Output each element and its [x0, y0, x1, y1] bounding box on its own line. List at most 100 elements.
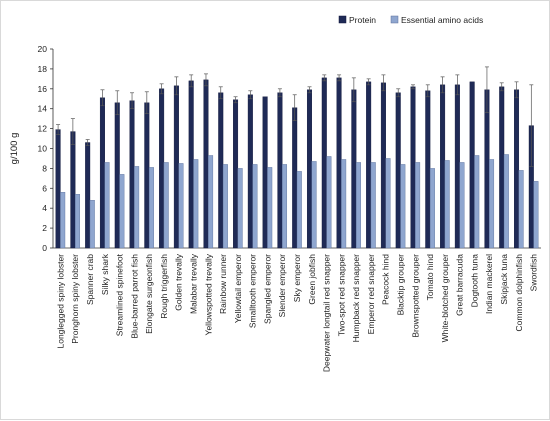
- bar-essential-amino-acids: [119, 174, 125, 249]
- bar-protein: [321, 77, 327, 249]
- x-category-label: Blacktip grouper: [396, 254, 406, 316]
- bar-series: [55, 77, 539, 249]
- x-category-label: Indian mackerel: [484, 254, 494, 314]
- legend: Protein Essential amino acids: [338, 15, 483, 25]
- bar-protein: [380, 82, 386, 249]
- bar-essential-amino-acids: [400, 164, 406, 249]
- x-category-label: Yellowspotted trevally: [203, 253, 213, 335]
- bar-essential-amino-acids: [415, 162, 421, 249]
- bar-essential-amino-acids: [282, 164, 288, 249]
- bar-essential-amino-acids: [178, 163, 184, 249]
- x-category-label: White-blotched grouper: [440, 254, 450, 343]
- bar-protein: [440, 84, 446, 249]
- y-tick-label: 6: [42, 183, 47, 193]
- x-category-label: Rainbow runner: [218, 254, 228, 314]
- bar-essential-amino-acids: [311, 161, 317, 249]
- y-tick-label: 18: [38, 64, 48, 74]
- bar-protein: [85, 142, 91, 249]
- bar-protein: [351, 89, 357, 249]
- x-category-label: Rough triggerfish: [159, 254, 169, 319]
- bar-essential-amino-acids: [237, 168, 243, 249]
- bar-protein: [454, 84, 460, 249]
- bar-protein: [233, 99, 239, 249]
- bar-essential-amino-acids: [326, 156, 332, 249]
- bar-essential-amino-acids: [474, 155, 480, 249]
- x-category-label: Common dolphinfish: [514, 254, 524, 332]
- legend-swatch-protein: [338, 15, 347, 24]
- bar-protein: [144, 102, 150, 249]
- bar-essential-amino-acids: [429, 168, 435, 249]
- bar-protein: [514, 89, 520, 249]
- y-tick-label: 8: [42, 163, 47, 173]
- x-category-label: Deepwater longtail red snapper: [322, 254, 332, 372]
- bar-protein: [336, 77, 342, 249]
- x-category-label: Great barracuda: [455, 254, 465, 316]
- x-category-label: Sky emperor: [292, 254, 302, 302]
- x-category-label: Humpback red snapper: [351, 254, 361, 343]
- bar-protein: [306, 89, 312, 249]
- bar-protein: [366, 81, 372, 249]
- y-axis-title: g/100 g: [9, 133, 20, 165]
- bar-protein: [159, 88, 165, 249]
- y-tick-label: 12: [38, 124, 48, 134]
- x-category-label: Slender emperor: [277, 254, 287, 317]
- x-category-label: Swordfish: [529, 254, 539, 292]
- bar-essential-amino-acids: [89, 200, 95, 249]
- bar-essential-amino-acids: [489, 159, 495, 249]
- bar-essential-amino-acids: [193, 159, 199, 249]
- x-category-label: Skipjack tuna: [499, 254, 509, 305]
- x-category-label: Pronghorn spiny lobster: [70, 254, 80, 344]
- x-category-label: Longlegged spiny lobster: [55, 254, 65, 349]
- x-category-label: Tomato hind: [425, 254, 435, 301]
- bar-essential-amino-acids: [104, 162, 110, 249]
- bar-protein: [99, 97, 105, 249]
- bar-essential-amino-acids: [385, 158, 391, 249]
- bar-protein: [410, 86, 416, 249]
- bar-protein: [70, 131, 76, 249]
- bar-essential-amino-acids: [222, 164, 228, 249]
- bar-protein: [277, 92, 283, 249]
- y-tick-label: 4: [42, 203, 47, 213]
- bar-protein: [173, 85, 179, 249]
- bar-essential-amino-acids: [208, 155, 214, 249]
- bar-protein: [262, 96, 268, 249]
- bar-essential-amino-acids: [444, 160, 450, 249]
- bar-protein: [484, 89, 490, 249]
- bar-essential-amino-acids: [74, 194, 80, 249]
- legend-label-protein: Protein: [349, 15, 376, 25]
- x-category-label: Silky shark: [100, 253, 110, 295]
- legend-label-essential-amino-acids: Essential amino acids: [401, 15, 483, 25]
- y-axis: 0 2 4 6 8 10 12 14 16 18 20: [38, 44, 54, 253]
- bar-essential-amino-acids: [134, 166, 140, 249]
- x-category-label: Green jobfish: [307, 254, 317, 305]
- bar-essential-amino-acids: [518, 170, 524, 249]
- x-category-label: Peacock hind: [381, 254, 391, 305]
- bar-protein: [395, 92, 401, 249]
- x-category-label: Yellowtail emperor: [233, 254, 243, 323]
- bar-protein: [55, 129, 61, 249]
- x-category-label: Dogtooth tuna: [469, 254, 479, 308]
- bar-protein: [499, 86, 505, 249]
- bar-essential-amino-acids: [459, 162, 465, 249]
- bar-protein: [129, 100, 135, 249]
- y-tick-label: 10: [38, 144, 48, 154]
- bar-essential-amino-acids: [503, 154, 509, 249]
- bar-protein: [292, 107, 298, 249]
- x-category-label: Smalltooth emperor: [248, 254, 258, 328]
- bar-essential-amino-acids: [296, 171, 302, 249]
- y-tick-label: 14: [38, 104, 48, 114]
- category-labels: Longlegged spiny lobster Pronghorn spiny …: [55, 253, 538, 372]
- bar-essential-amino-acids: [533, 181, 539, 249]
- bar-protein: [203, 79, 209, 249]
- x-category-label: Brownspotted grouper: [410, 254, 420, 338]
- bar-protein: [218, 92, 224, 249]
- x-category-label: Elongate surgeonfish: [144, 254, 154, 334]
- bar-essential-amino-acids: [148, 167, 154, 249]
- bar-protein: [247, 94, 253, 249]
- x-category-label: Emperor red snapper: [366, 254, 376, 334]
- bar-protein: [188, 80, 194, 249]
- y-tick-label: 16: [38, 84, 48, 94]
- bar-essential-amino-acids: [60, 192, 66, 249]
